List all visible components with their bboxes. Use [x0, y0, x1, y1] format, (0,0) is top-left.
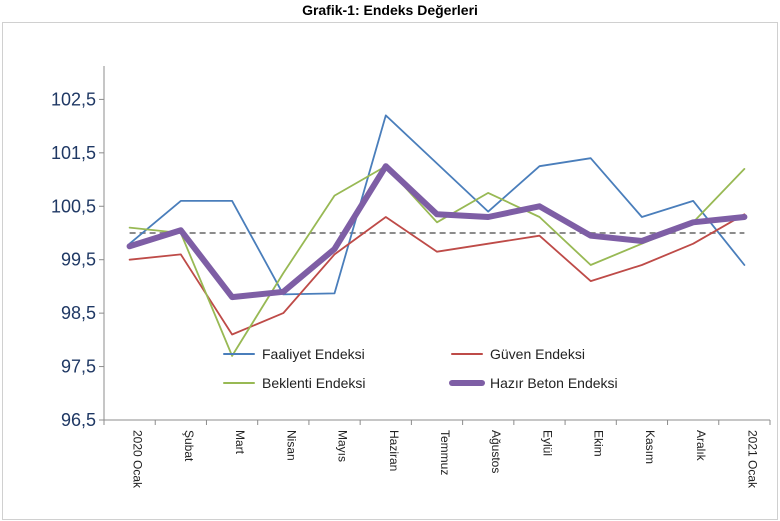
legend-label-2: Güven Endeksi — [490, 346, 585, 362]
x-tick-label: Temmuz — [438, 430, 452, 475]
legend-label-4: Hazır Beton Endeksi — [490, 375, 618, 391]
y-tick-label: 101,5 — [51, 143, 96, 163]
x-tick-label: Eylül — [540, 430, 554, 456]
legend: Faaliyet Endeksi Güven Endeksi Beklenti En… — [223, 346, 618, 391]
x-tick-label: Ekim — [592, 430, 606, 457]
series-line-2 — [128, 213, 746, 336]
x-tick-label: Ağustos — [489, 430, 503, 473]
x-tick-label: Şubat — [182, 430, 196, 462]
y-tick-label: 96,5 — [61, 410, 96, 430]
chart-title: Grafik-1: Endeks Değerleri — [302, 2, 478, 18]
x-tick-label: 2021 Ocak — [745, 430, 759, 489]
y-tick-label: 102,5 — [51, 89, 96, 109]
legend-label-1: Faaliyet Endeksi — [262, 346, 365, 362]
x-tick-label: Haziran — [387, 430, 401, 471]
x-tick-label: Aralık — [694, 430, 708, 462]
y-tick-label: 97,5 — [61, 357, 96, 377]
series-line-1 — [128, 114, 746, 296]
chart-area — [2, 22, 778, 520]
x-tick-label: 2020 Ocak — [131, 430, 145, 489]
series-line-4 — [126, 163, 748, 301]
x-tick-label: Kasım — [643, 430, 657, 464]
series-lines — [126, 114, 748, 357]
x-tick-label: Mayıs — [336, 430, 350, 462]
legend-label-3: Beklenti Endeksi — [262, 375, 366, 391]
axes: 96,5 97,5 98,5 99,5 100,5 101,5 102,5 2020 Ocak… — [51, 66, 771, 489]
y-tick-label: 98,5 — [61, 303, 96, 323]
x-tick-label: Nisan — [284, 430, 298, 461]
y-tick-label: 100,5 — [51, 196, 96, 216]
y-tick-label: 99,5 — [61, 250, 96, 270]
x-tick-label: Mart — [233, 430, 247, 455]
